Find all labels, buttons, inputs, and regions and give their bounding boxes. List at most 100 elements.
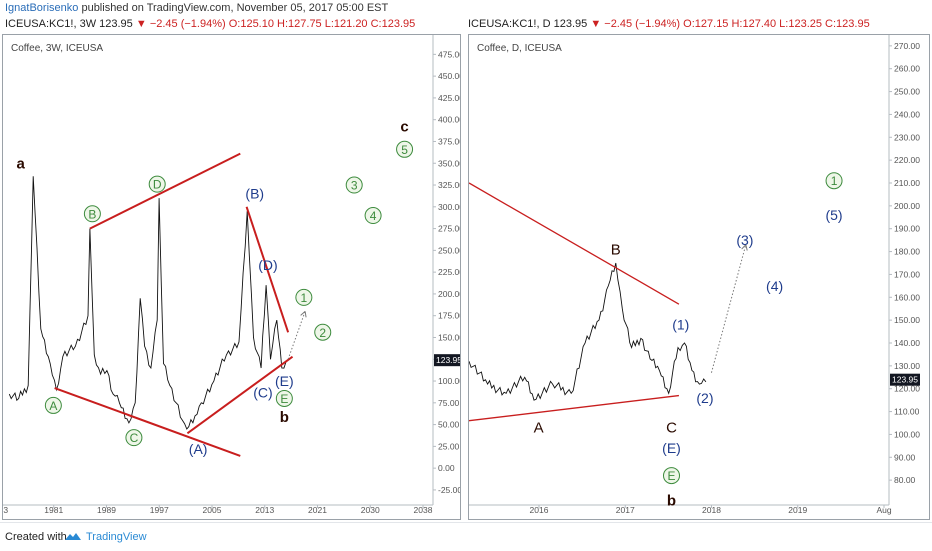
wave-label: (B)	[245, 186, 264, 202]
left-change: −2.45 (−1.94%)	[149, 18, 226, 30]
wave-label: B	[88, 207, 96, 221]
tradingview-brand-link[interactable]: TradingView	[86, 531, 147, 543]
wave-label: (3)	[736, 232, 753, 248]
x-tick-label: Aug	[876, 505, 891, 515]
publish-line: IgnatBorisenko published on TradingView.…	[5, 2, 388, 14]
y-tick-label: 350.00	[438, 158, 460, 168]
wave-label-circle	[295, 288, 313, 306]
wave-label: 3	[351, 179, 358, 193]
wave-label-circle	[662, 467, 680, 485]
right-ohlc: O:127.15 H:127.40 L:123.25 C:123.95	[683, 18, 870, 30]
y-tick-label: 100.00	[894, 429, 920, 439]
wave-label: C	[130, 431, 139, 445]
wave-label: 2	[319, 326, 326, 340]
wave-label: A	[49, 399, 57, 413]
y-tick-label: -25.00	[438, 485, 460, 495]
trendline	[245, 206, 290, 333]
right-price: 123.95	[553, 18, 588, 30]
y-tick-label: 240.00	[894, 109, 920, 119]
y-tick-label: 130.00	[894, 361, 920, 371]
y-tick-label: 475.00	[438, 49, 460, 59]
y-tick-label: 50.00	[438, 420, 460, 430]
y-tick-label: 375.00	[438, 136, 460, 146]
chart-panel-3w[interactable]: 475.00450.00425.00400.00375.00350.00325.…	[2, 34, 461, 520]
y-tick-label: 90.00	[894, 452, 916, 462]
wave-label-circle	[314, 323, 332, 341]
y-tick-label: 150.00	[438, 332, 460, 342]
chart-panel-daily[interactable]: 270.00 260.00 250.00 240.00 230.00 220.00 210.…	[468, 34, 930, 520]
y-tick-label: 100.00	[438, 376, 460, 386]
wave-label-circle	[345, 176, 363, 194]
y-tick-label: 260.00	[894, 64, 920, 74]
y-tick-label: 300.00	[438, 202, 460, 212]
left-ticker: ICEUSA:KC1!, 3W 123.95 ▼ −2.45 (−1.94%) …	[5, 18, 415, 30]
y-tick-label: 250.00	[438, 245, 460, 255]
right-symbol: ICEUSA:KC1!, D	[468, 18, 551, 30]
y-tick-label: 400.00	[438, 115, 460, 125]
last-price-label: 123.95	[436, 355, 460, 365]
wave-label: (1)	[672, 317, 689, 333]
y-tick-label: 200.00	[438, 289, 460, 299]
wave-label: (C)	[253, 384, 272, 400]
wave-label: (4)	[766, 278, 783, 294]
chart-svg-daily[interactable]: 270.00 260.00 250.00 240.00 230.00 220.00 210.…	[469, 35, 929, 519]
y-tick-label: 25.00	[438, 441, 460, 451]
author-link[interactable]: IgnatBorisenko	[5, 2, 79, 14]
y-tick-label: 200.00	[894, 201, 920, 211]
trendline	[89, 152, 241, 230]
wave-label-circle	[825, 172, 843, 190]
y-tick-label: 450.00	[438, 71, 460, 81]
wave-label-circle	[44, 396, 62, 414]
wave-label: E	[280, 392, 288, 406]
y-tick-label: 425.00	[438, 93, 460, 103]
y-tick-label: 160.00	[894, 292, 920, 302]
y-tick-label: 270.00	[894, 41, 920, 51]
y-tick-label: 75.00	[438, 398, 460, 408]
wave-label-circle	[275, 389, 293, 407]
y-tick-label: 325.00	[438, 180, 460, 190]
wave-label-circle	[125, 429, 143, 447]
projection-arrow-icon	[300, 310, 307, 318]
x-tick-label: 373	[3, 505, 8, 515]
y-tick-label: 120.00	[894, 384, 920, 394]
wave-label: c	[400, 119, 408, 136]
chart-svg-3w[interactable]: 475.00450.00425.00400.00375.00350.00325.…	[3, 35, 460, 519]
projection-line	[287, 311, 306, 360]
y-tick-label: 140.00	[894, 338, 920, 348]
y-tick-label: 220.00	[894, 155, 920, 165]
x-tick-label: 2013	[255, 505, 274, 515]
created-with-label: Created with	[5, 531, 67, 543]
y-tick-label: 150.00	[894, 315, 920, 325]
wave-label: (A)	[189, 441, 208, 457]
header: IgnatBorisenko published on TradingView.…	[0, 0, 932, 34]
left-symbol: ICEUSA:KC1!, 3W	[5, 18, 97, 30]
y-tick-label: 170.00	[894, 269, 920, 279]
x-tick-label: 2018	[702, 505, 721, 515]
projection-arrow-icon	[741, 244, 748, 251]
wave-label: (D)	[258, 257, 277, 273]
projection-line	[710, 244, 747, 373]
x-tick-label: 2021	[308, 505, 327, 515]
last-price-tag	[890, 373, 920, 386]
y-tick-label: 210.00	[894, 178, 920, 188]
x-tick-label: 2038	[414, 505, 433, 515]
right-down-arrow-icon: ▼	[590, 18, 602, 30]
left-down-arrow-icon: ▼	[135, 18, 147, 30]
wave-label: 4	[370, 209, 377, 223]
wave-label-circle	[396, 140, 414, 158]
y-tick-label: 180.00	[894, 247, 920, 257]
wave-label-circle	[364, 207, 382, 225]
x-tick-label: 2017	[616, 505, 635, 515]
wave-label: b	[667, 493, 676, 510]
y-tick-label: 250.00	[894, 87, 920, 97]
trendline	[469, 394, 680, 422]
wave-label: D	[153, 178, 162, 192]
wave-label: C	[666, 420, 677, 437]
wave-label-circle	[83, 205, 101, 223]
y-tick-label: 190.00	[894, 224, 920, 234]
left-ohlc: O:125.10 H:127.75 L:121.20 C:123.95	[228, 18, 416, 30]
wave-label: (2)	[696, 390, 713, 406]
x-tick-label: 2019	[788, 505, 807, 515]
wave-label: 1	[301, 291, 308, 305]
chart-title-3w: Coffee, 3W, ICEUSA	[11, 43, 104, 54]
